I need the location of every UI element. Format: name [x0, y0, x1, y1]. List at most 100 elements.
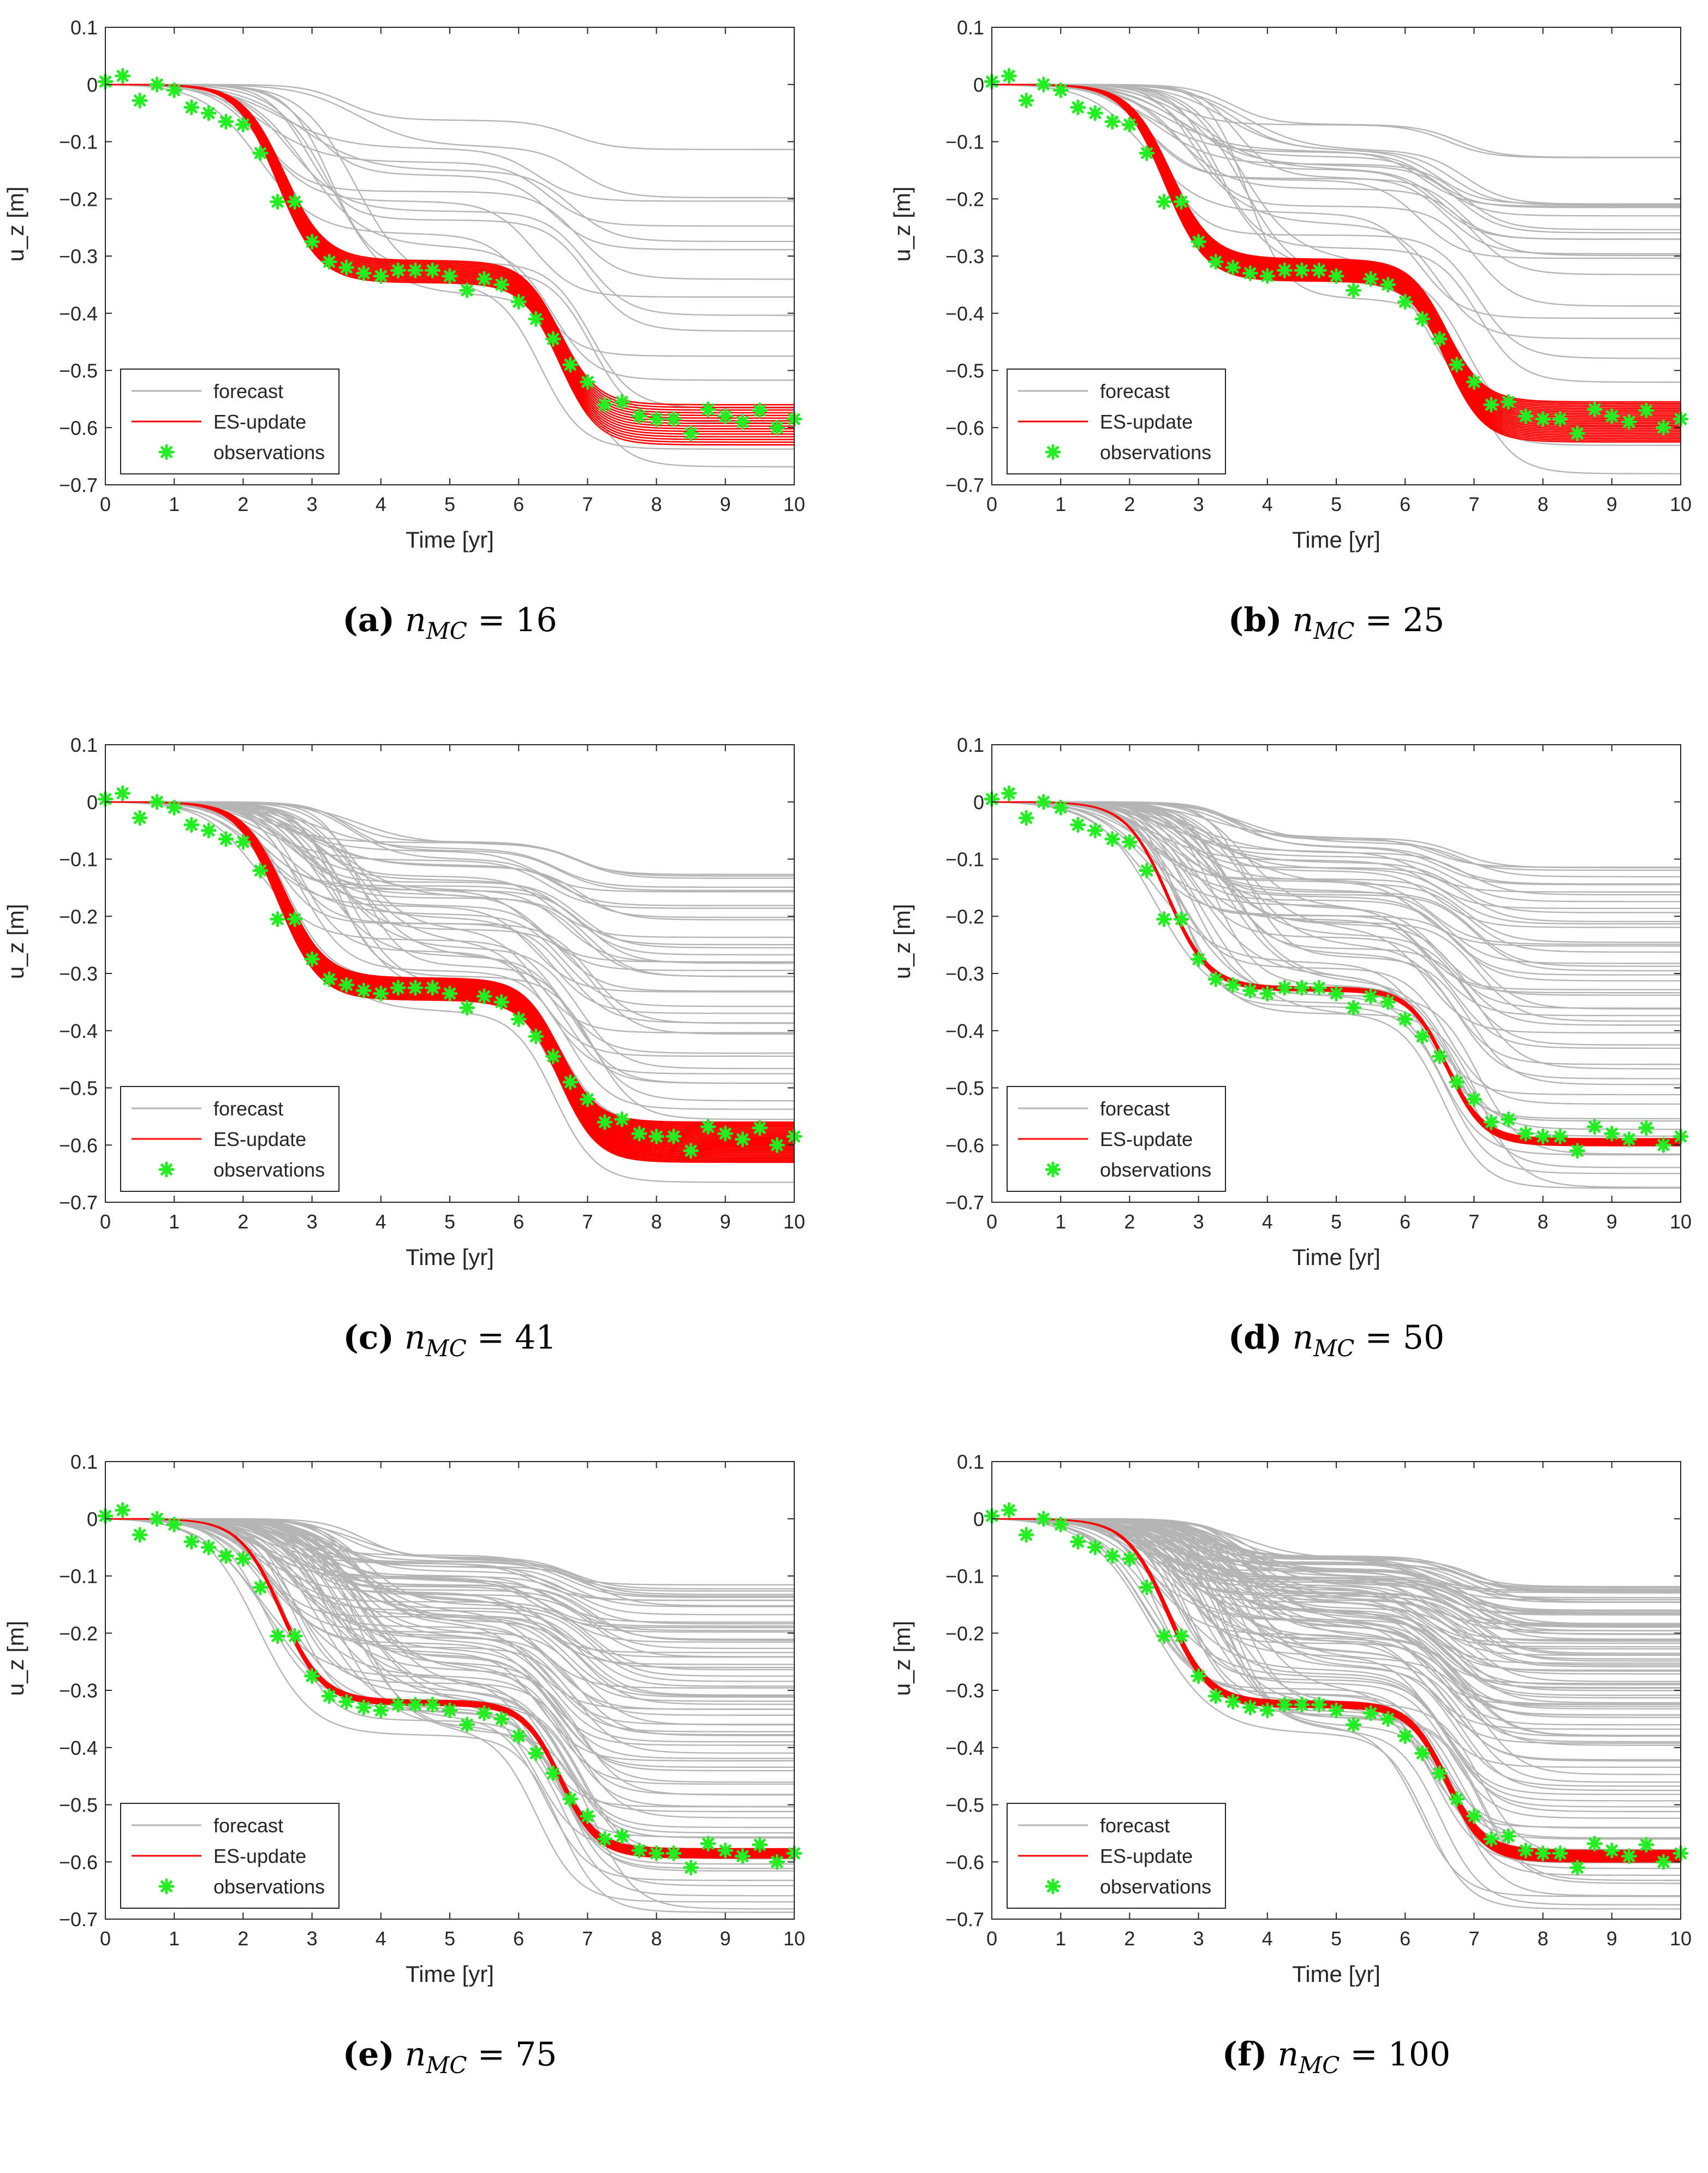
x-tick-label: 3: [307, 1210, 318, 1233]
observation-point: [1501, 394, 1516, 410]
forecast-line: [992, 801, 1681, 1122]
forecast-line: [105, 84, 794, 357]
es-update-line: [992, 1518, 1681, 1851]
y-tick-label: −0.4: [945, 1737, 984, 1759]
x-tick-label: 4: [376, 493, 386, 515]
observation-point: [631, 1842, 647, 1859]
legend-label: ES-update: [1100, 411, 1193, 433]
es-update-line: [105, 1518, 794, 1853]
y-tick-label: −0.1: [945, 1565, 984, 1588]
x-tick-label: 9: [1606, 1210, 1617, 1233]
forecast-line: [105, 1518, 794, 1819]
observation-point: [1276, 262, 1293, 278]
legend-label: ES-update: [1100, 1128, 1193, 1150]
y-tick-label: −0.1: [59, 131, 98, 153]
x-tick-label: 3: [307, 1927, 318, 1950]
observation-point: [132, 1527, 148, 1543]
chart-panel-d: 0 1 2 3 4 5 6 7 8 9 10 0.1 0 −0.1 −0.2 −0.3 −0.4 −0.5 −0.6…: [889, 734, 1692, 1362]
y-axis-label: u_z [m]: [889, 904, 915, 979]
observation-point: [1380, 276, 1396, 293]
observation-point: [1104, 831, 1121, 847]
x-tick-label: 7: [1468, 1210, 1479, 1233]
observation-point: [769, 1137, 785, 1153]
x-tick-label: 3: [1193, 1927, 1204, 1950]
x-tick-label: 8: [1538, 493, 1549, 515]
y-tick-label: −0.6: [59, 417, 98, 439]
observation-point: [149, 76, 165, 93]
observation-point: [183, 99, 200, 116]
observation-point: [1604, 408, 1620, 424]
observation-point: [1638, 402, 1655, 419]
observation-point: [769, 1854, 785, 1870]
observation-point: [665, 1845, 682, 1861]
observation-point: [493, 1711, 510, 1727]
forecast-line: [992, 801, 1681, 1174]
forecast-line: [992, 84, 1681, 340]
observation-point: [1638, 1120, 1655, 1136]
observation-point: [1087, 1539, 1103, 1555]
observation-point: [1311, 262, 1327, 278]
legend-observations-swatch: [1045, 1878, 1061, 1895]
observation-point: [1225, 1694, 1241, 1710]
y-tick-label: −0.7: [945, 1908, 984, 1931]
observation-point: [665, 1129, 682, 1144]
y-tick-label: 0.1: [957, 1451, 984, 1473]
observation-point: [1276, 979, 1293, 996]
legend-label: observations: [1100, 1159, 1211, 1181]
x-tick-label: 9: [720, 1927, 731, 1950]
observation-point: [424, 979, 441, 996]
observation-point: [218, 114, 234, 130]
legend: forecast ES-update observations: [1007, 1803, 1226, 1909]
y-tick-label: −0.3: [59, 245, 98, 268]
observation-point: [1362, 271, 1379, 287]
es-update-line: [105, 84, 794, 408]
y-tick-label: −0.3: [59, 1679, 98, 1702]
x-tick-label: 7: [582, 1210, 593, 1233]
y-tick-label: −0.4: [59, 1737, 98, 1759]
legend-observations-swatch: [1045, 444, 1061, 460]
x-tick-label: 7: [1468, 1927, 1479, 1950]
forecast-line: [105, 1518, 794, 1754]
es-update-line: [992, 84, 1681, 419]
observation-point: [1466, 1808, 1482, 1824]
y-tick-label: −0.5: [945, 1794, 984, 1816]
x-tick-label: 1: [1055, 1210, 1066, 1233]
forecast-line: [992, 84, 1681, 234]
observation-point: [442, 985, 458, 1002]
y-tick-label: −0.1: [59, 1565, 98, 1588]
observation-point: [597, 1831, 613, 1847]
observations-series: [97, 68, 802, 442]
forecast-line: [992, 1518, 1681, 1628]
observation-point: [1294, 262, 1310, 278]
observation-point: [1018, 810, 1034, 826]
observation-point: [252, 145, 269, 161]
observation-point: [1431, 1048, 1448, 1065]
observation-point: [235, 116, 251, 133]
panel-caption: (b) nMC = 25: [1228, 601, 1444, 644]
observation-point: [1604, 1125, 1620, 1142]
es-update-line: [105, 1518, 794, 1850]
observation-point: [132, 92, 148, 109]
observation-point: [1121, 1551, 1138, 1567]
y-axis-label: u_z [m]: [3, 904, 28, 979]
x-tick-label: 5: [1331, 1210, 1342, 1233]
y-tick-label: −0.4: [59, 302, 98, 325]
observation-point: [1397, 294, 1413, 310]
legend-label: observations: [1100, 1875, 1211, 1898]
es-update-line: [105, 84, 794, 419]
forecast-line: [992, 1518, 1681, 1795]
observation-point: [149, 794, 165, 810]
observation-point: [700, 401, 716, 418]
forecast-line: [992, 801, 1681, 976]
y-tick-label: −0.6: [945, 1851, 984, 1873]
observation-point: [1621, 1131, 1637, 1148]
y-tick-label: 0.1: [957, 16, 984, 39]
forecast-series: [992, 801, 1681, 1189]
es-update-line: [992, 84, 1681, 408]
observation-point: [1517, 1842, 1534, 1859]
observation-point: [1191, 951, 1207, 967]
forecast-series: [992, 1518, 1681, 1910]
forecast-line: [992, 1518, 1681, 1808]
observation-point: [614, 1111, 630, 1127]
forecast-line: [105, 1518, 794, 1850]
